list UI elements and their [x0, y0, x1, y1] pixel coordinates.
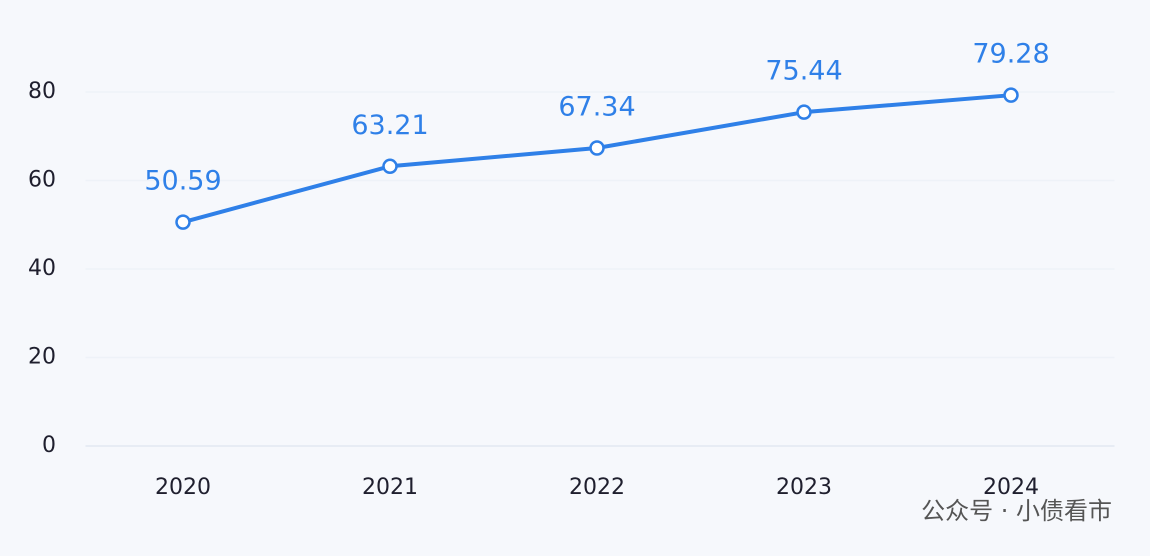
data-point — [1003, 87, 1019, 103]
data-point — [382, 158, 398, 175]
x-tick-label: 2022 — [569, 475, 625, 500]
data-point — [589, 140, 605, 156]
value-label: 50.59 — [144, 166, 221, 197]
data-point — [796, 104, 812, 120]
x-tick-label: 2020 — [155, 475, 211, 500]
x-tick-label: 2024 — [983, 475, 1039, 500]
data-point — [175, 214, 191, 230]
value-label: 75.44 — [765, 56, 842, 87]
value-label: 63.21 — [351, 110, 428, 141]
value-label: 67.34 — [558, 92, 635, 123]
x-tick-label: 2021 — [362, 475, 418, 500]
y-tick-label: 80 — [28, 79, 56, 104]
y-tick-label: 0 — [42, 433, 56, 458]
y-tick-label: 20 — [28, 345, 56, 370]
y-tick-label: 40 — [28, 256, 56, 281]
value-label: 79.28 — [972, 39, 1049, 70]
watermark: 公众号 · 小债看市 — [921, 497, 1112, 525]
x-tick-label: 2023 — [776, 475, 832, 500]
y-tick-label: 60 — [28, 168, 56, 193]
